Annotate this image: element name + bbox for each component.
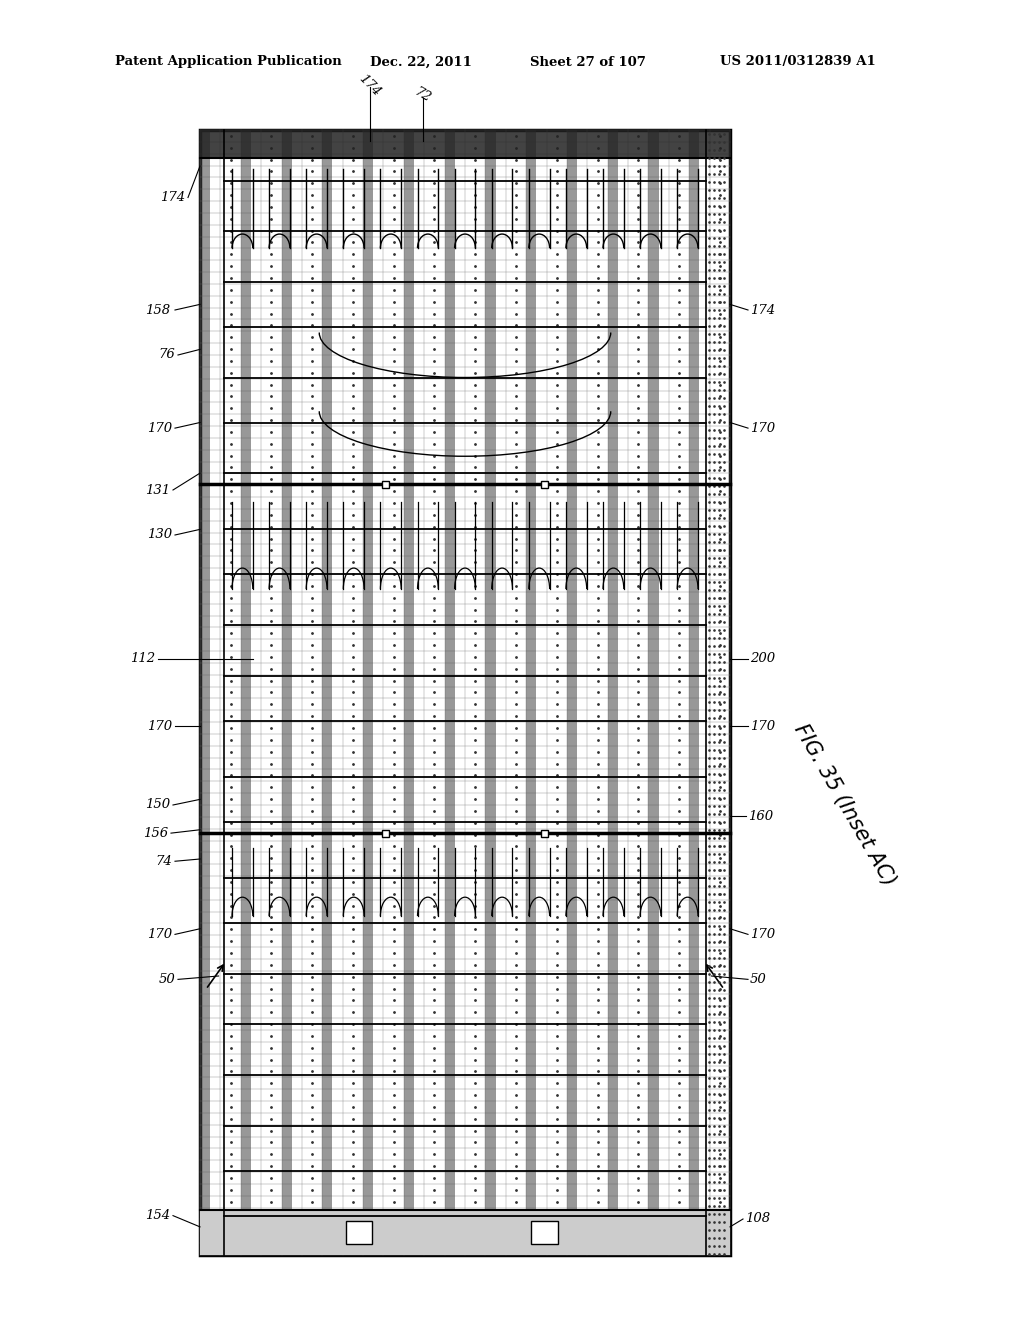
Bar	[567, 129, 578, 1255]
Text: Patent Application Publication: Patent Application Publication	[115, 55, 342, 69]
Bar	[541, 830, 548, 837]
Text: 50: 50	[159, 973, 175, 986]
Bar	[403, 129, 414, 1255]
Text: 156: 156	[143, 826, 168, 840]
Bar	[689, 129, 699, 1255]
Bar	[531, 1221, 558, 1243]
Text: 112: 112	[130, 652, 155, 665]
Text: 170: 170	[146, 719, 172, 733]
Bar	[607, 129, 617, 1255]
Text: 50: 50	[750, 973, 767, 986]
Bar	[241, 129, 251, 1255]
Text: 170: 170	[750, 719, 775, 733]
Text: 154: 154	[144, 1209, 170, 1222]
Text: 130: 130	[146, 528, 172, 541]
Bar	[526, 129, 537, 1255]
Text: 74: 74	[156, 855, 172, 867]
Bar	[282, 129, 292, 1255]
Bar	[444, 129, 455, 1255]
Bar	[200, 129, 210, 1255]
Text: 131: 131	[144, 483, 170, 496]
Text: 174: 174	[356, 71, 383, 99]
Text: 170: 170	[146, 421, 172, 434]
Text: 174: 174	[160, 191, 185, 205]
Text: 170: 170	[146, 928, 172, 941]
Bar	[364, 129, 374, 1255]
Text: 72: 72	[412, 86, 433, 104]
Text: 170: 170	[750, 928, 775, 941]
Text: Dec. 22, 2011: Dec. 22, 2011	[370, 55, 472, 69]
Bar	[346, 1221, 373, 1243]
Text: Sheet 27 of 107: Sheet 27 of 107	[530, 55, 646, 69]
Bar	[485, 129, 496, 1255]
Bar	[323, 129, 333, 1255]
Bar	[648, 129, 658, 1255]
Bar	[200, 129, 730, 158]
Text: US 2011/0312839 A1: US 2011/0312839 A1	[720, 55, 876, 69]
Text: 160: 160	[748, 809, 773, 822]
Bar	[541, 480, 548, 488]
Text: 200: 200	[750, 652, 775, 665]
Bar	[200, 129, 730, 1255]
Text: 158: 158	[144, 304, 170, 317]
Text: 174: 174	[750, 304, 775, 317]
Bar	[200, 1210, 730, 1255]
Bar	[382, 830, 389, 837]
Text: 170: 170	[750, 421, 775, 434]
Text: 76: 76	[159, 348, 175, 362]
Text: FIG. 35 (Inset AC): FIG. 35 (Inset AC)	[791, 721, 899, 890]
Bar	[382, 480, 389, 488]
Text: 108: 108	[745, 1213, 770, 1225]
Text: 150: 150	[144, 799, 170, 812]
